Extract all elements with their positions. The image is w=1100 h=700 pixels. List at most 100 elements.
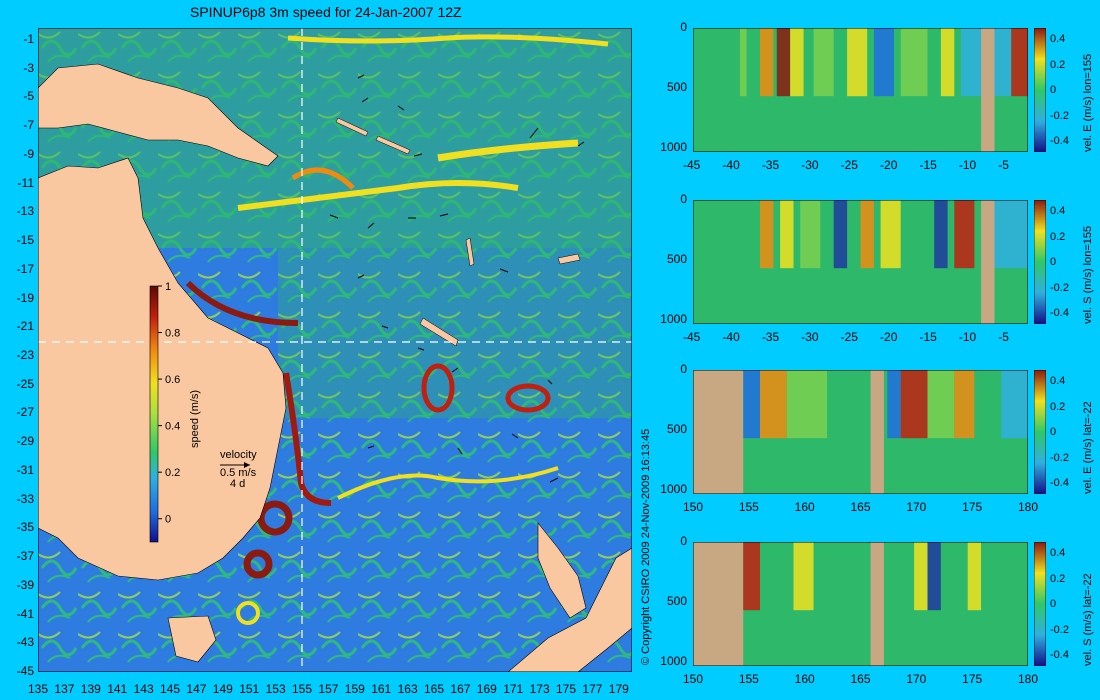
section-velocity-band xyxy=(800,200,821,269)
section-velocity-band xyxy=(693,28,740,97)
section-depth-tick: 500 xyxy=(666,252,687,266)
section-colorbar-tick: 0.2 xyxy=(1050,58,1066,71)
section-depth-tick: 1000 xyxy=(660,140,687,154)
section-velocity-band xyxy=(760,28,774,97)
section-velocity-band xyxy=(760,542,794,611)
section-velocity-band xyxy=(760,370,787,439)
section-land xyxy=(981,28,995,152)
section-x-tick: -35 xyxy=(761,158,780,172)
section-velocity-band xyxy=(954,370,975,439)
section-panel-4 xyxy=(693,542,1028,666)
equatorial-jet xyxy=(437,139,579,162)
lat-tick-label: -3 xyxy=(23,60,34,75)
section-x-tick: 175 xyxy=(962,672,983,686)
section-x-tick: -20 xyxy=(880,330,898,344)
section-land xyxy=(693,542,744,666)
section-colorbar-tick: 0.2 xyxy=(1050,400,1066,413)
lon-tick-label: 167 xyxy=(450,682,471,696)
speed-map: 1 0.8 0.6 0.4 0.2 0 speed (m/s) velocity 0.5 … xyxy=(38,28,632,672)
lat-tick-label: -27 xyxy=(16,405,34,420)
section-colorbar-tick: -0.2 xyxy=(1050,281,1069,294)
section-velocity-band xyxy=(860,200,874,269)
section-velocity-band xyxy=(954,200,975,269)
section-velocity-band xyxy=(974,370,1002,439)
lat-tick-label: -7 xyxy=(23,118,34,133)
north-eddy-arc xyxy=(291,167,355,190)
section-depth-tick: 0 xyxy=(680,20,687,34)
lon-tick-label: 153 xyxy=(265,682,286,696)
section-colorbar-tick: 0 xyxy=(1050,426,1057,438)
new-zealand-north-island xyxy=(537,522,587,619)
section-depth-tick: 0 xyxy=(680,192,687,206)
section-x-tick: -45 xyxy=(683,158,701,172)
lon-tick-label: 157 xyxy=(318,682,339,696)
australia-landmass xyxy=(38,157,287,581)
section-x-tick: -40 xyxy=(722,330,740,344)
section-colorbar xyxy=(1034,28,1046,152)
section-velocity-band xyxy=(743,542,760,611)
section-colorbar-tick: 0 xyxy=(1050,84,1057,96)
section-x-tick: -10 xyxy=(958,158,977,172)
speed-colorbar xyxy=(149,285,159,543)
section-velocity-band xyxy=(873,28,894,97)
section-velocity-band xyxy=(693,200,754,269)
section-colorbar-tick: 0.4 xyxy=(1050,33,1066,45)
lon-tick-label: 177 xyxy=(582,682,603,696)
section-velocity-band xyxy=(786,370,827,439)
lat-tick-label: -45 xyxy=(16,664,34,678)
section-velocity-band xyxy=(833,200,848,269)
section-x-tick: -5 xyxy=(998,330,1009,344)
lon-tick-label: 147 xyxy=(186,682,207,696)
section-colorbar-tick: 0 xyxy=(1050,598,1057,610)
section-velocity-band xyxy=(887,370,901,439)
section-velocity-band xyxy=(927,542,941,611)
section-velocity-band xyxy=(847,28,868,97)
section-velocity-band xyxy=(827,370,861,439)
colorbar-tick-label: 0.2 xyxy=(165,467,180,479)
section-velocity-band xyxy=(880,200,901,269)
section-x-tick: -25 xyxy=(840,158,858,172)
section-depth-tick: 500 xyxy=(666,594,687,608)
section-title: vel. E (m/s) lat=-22 xyxy=(1082,401,1094,494)
lon-tick-label: 179 xyxy=(608,682,629,696)
section-velocity-band xyxy=(927,370,955,439)
warm-core-eddy-2 xyxy=(243,549,273,579)
lat-tick-label: -43 xyxy=(16,635,34,650)
section-colorbar-tick: -0.2 xyxy=(1050,451,1069,464)
tasmania-landmass xyxy=(167,615,217,663)
section-x-tick: -35 xyxy=(761,330,780,344)
lat-tick-label: -35 xyxy=(16,520,34,535)
section-x-tick: 170 xyxy=(906,672,927,686)
lat-tick-label: -41 xyxy=(16,606,34,621)
section-velocity-band xyxy=(914,542,928,611)
section-colorbar-tick: -0.4 xyxy=(1050,649,1069,661)
section-title: vel. E (m/s) lon=155 xyxy=(1082,53,1094,152)
lon-tick-label: 165 xyxy=(424,682,445,696)
section-x-tick: 160 xyxy=(794,500,815,514)
lat-tick-label: -13 xyxy=(16,204,34,219)
colorbar-tick-label: 0.8 xyxy=(165,328,180,340)
section-x-tick: 155 xyxy=(738,500,759,514)
section-colorbar-tick: -0.4 xyxy=(1050,477,1069,489)
new-guinea-landmass xyxy=(38,63,279,167)
section-x-tick: -10 xyxy=(958,330,977,344)
fiji-islands xyxy=(557,253,581,265)
eac-southward-jet xyxy=(283,372,332,506)
section-depth-tick: 0 xyxy=(680,362,687,376)
section-land xyxy=(981,200,995,324)
lat-tick-label: -39 xyxy=(16,577,34,592)
lon-tick-label: 151 xyxy=(239,682,260,696)
section-velocity-band xyxy=(813,542,861,611)
section-velocity-band xyxy=(981,542,1028,611)
section-velocity-band xyxy=(940,542,968,611)
colorbar-tick-label: 1 xyxy=(165,281,171,293)
section-colorbar xyxy=(1034,370,1046,494)
lon-tick-label: 145 xyxy=(160,682,181,696)
new-caledonia xyxy=(419,317,459,347)
section-velocity-band xyxy=(776,28,791,97)
colorbar-tick-label: 0.4 xyxy=(165,421,180,433)
velocity-legend-interval: 4 d xyxy=(230,478,245,490)
section-velocity-band xyxy=(780,200,794,269)
section-colorbar-tick: -0.4 xyxy=(1050,307,1069,319)
map-title: SPINUP6p8 3m speed for 24-Jan-2007 12Z xyxy=(190,4,462,20)
